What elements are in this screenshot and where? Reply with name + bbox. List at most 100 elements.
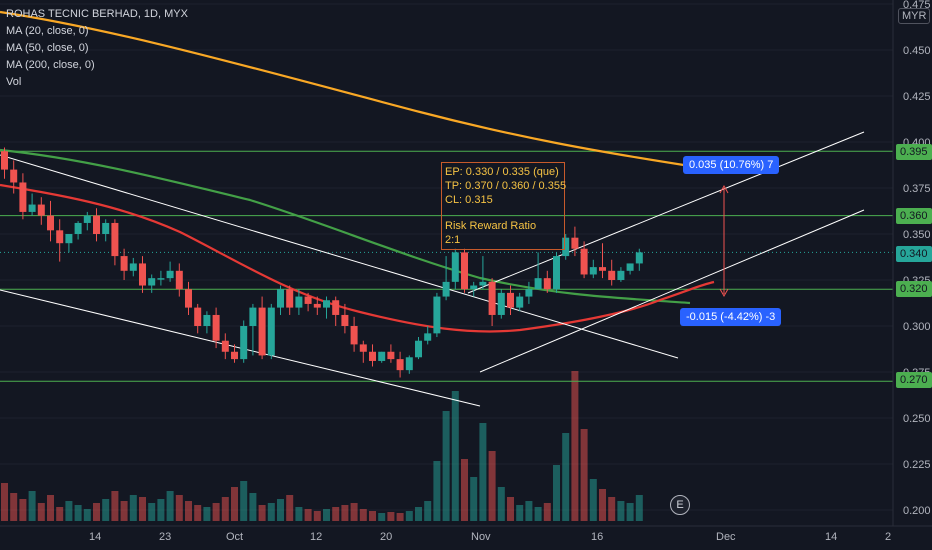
candle-body [608, 270, 616, 280]
candle-body [83, 215, 91, 223]
candle-body [332, 300, 340, 315]
volume-bar [608, 497, 616, 521]
price-axis-ticks: 0.4750.4500.4250.4000.3750.3500.3250.300… [903, 0, 931, 517]
volume-bar [479, 423, 487, 521]
candle-body [543, 278, 551, 290]
volume-bar [102, 499, 110, 521]
symbol-title[interactable]: ROHAS TECNIC BERHAD, 1D, MYX [6, 8, 188, 20]
volume-bar [313, 511, 321, 521]
volume-bar [571, 371, 579, 521]
candle-body [341, 314, 349, 326]
candle-body [617, 270, 625, 280]
candle-body [148, 278, 156, 286]
volume-bar [120, 501, 128, 521]
currency-label[interactable]: MYR [898, 8, 931, 24]
volume-bar [359, 509, 367, 521]
candle-body [111, 222, 119, 257]
trend-channels[interactable] [0, 131, 865, 407]
candle-body [175, 270, 183, 290]
time-label: 23 [159, 531, 172, 543]
legend-volume[interactable]: Vol [6, 76, 22, 88]
candle-body [488, 281, 496, 315]
candle-body [516, 296, 524, 308]
candle-body [10, 169, 18, 183]
measure-up-head [719, 184, 729, 194]
volume-bar [543, 503, 551, 521]
note-rr-title: Risk Reward Ratio [445, 220, 537, 232]
level-label-0360[interactable]: 0.360 [896, 208, 932, 224]
candle-body [599, 267, 606, 271]
candle-body [553, 256, 560, 290]
volume-bar [37, 503, 45, 521]
candle-body [166, 270, 174, 279]
time-label: 20 [380, 531, 393, 543]
volume-bar [433, 461, 441, 521]
volume-bar [424, 501, 432, 521]
volume-bar [157, 499, 165, 521]
volume-bar [56, 507, 64, 521]
candle-body [120, 256, 128, 271]
trade-plan-note[interactable]: EP: 0.330 / 0.335 (que) TP: 0.370 / 0.36… [441, 162, 567, 250]
note-target: TP: 0.370 / 0.360 / 0.355 [445, 180, 567, 192]
time-label: 14 [825, 531, 838, 543]
volume-bar [1, 483, 8, 521]
level-label-0270[interactable]: 0.270 [896, 372, 932, 388]
candle-body [28, 204, 36, 212]
ma200-line [0, 10, 691, 168]
volume-bar [497, 487, 505, 521]
current-price-label: 0.340 [896, 246, 932, 262]
price-tick: 0.250 [903, 413, 931, 425]
measure-tool[interactable] [719, 184, 729, 298]
level-label-0320[interactable]: 0.320 [896, 281, 932, 297]
candle-body [56, 230, 64, 244]
candle-body [350, 326, 358, 345]
volume-bar [516, 505, 524, 521]
measure-down-head [719, 288, 729, 298]
candle-body [451, 252, 459, 282]
volume-bar [231, 487, 238, 521]
candle-body [415, 340, 422, 358]
candle-body [221, 340, 229, 352]
legend-ma200[interactable]: MA (200, close, 0) [6, 59, 95, 71]
channel-line [467, 131, 865, 294]
volume-bar [332, 507, 340, 521]
volume-bar [378, 513, 386, 521]
price-tick: 0.475 [903, 0, 931, 11]
candlesticks [1, 147, 643, 378]
volume-bar [341, 505, 349, 521]
candle-body [378, 351, 386, 361]
price-tick: 0.200 [903, 505, 931, 517]
volume-bar [442, 411, 450, 521]
candle-body [249, 307, 257, 326]
volume-bar [451, 391, 459, 521]
candle-body [286, 289, 294, 308]
price-tick: 0.350 [903, 229, 931, 241]
candle-body [231, 351, 238, 360]
candle-body [47, 215, 54, 231]
volume-bar [415, 507, 422, 521]
candle-body [424, 333, 432, 341]
ma20-line [0, 183, 715, 333]
volume-bar [304, 509, 312, 521]
candle-body [139, 263, 146, 286]
volume-bar [221, 497, 229, 521]
legend-ma50[interactable]: MA (50, close, 0) [6, 42, 89, 54]
candle-body [313, 303, 321, 308]
candle-body [525, 289, 533, 297]
earnings-marker[interactable]: E [670, 495, 690, 515]
volume-bar [93, 503, 100, 521]
legend-ma20[interactable]: MA (20, close, 0) [6, 25, 89, 37]
measure-up-label[interactable]: 0.035 (10.76%) 7 [683, 156, 780, 174]
volume-bar [507, 497, 514, 521]
candle-body [277, 289, 284, 308]
level-label-0395[interactable]: 0.395 [896, 144, 932, 160]
volume-bar [258, 505, 266, 521]
volume-bar [19, 499, 27, 521]
volume-bar [635, 495, 643, 521]
measure-down-label[interactable]: -0.015 (-4.42%) -3 [680, 308, 782, 326]
time-label: 2 [885, 531, 892, 543]
candle-body [369, 351, 376, 361]
candle-body [129, 263, 137, 271]
candle-body [442, 281, 450, 297]
